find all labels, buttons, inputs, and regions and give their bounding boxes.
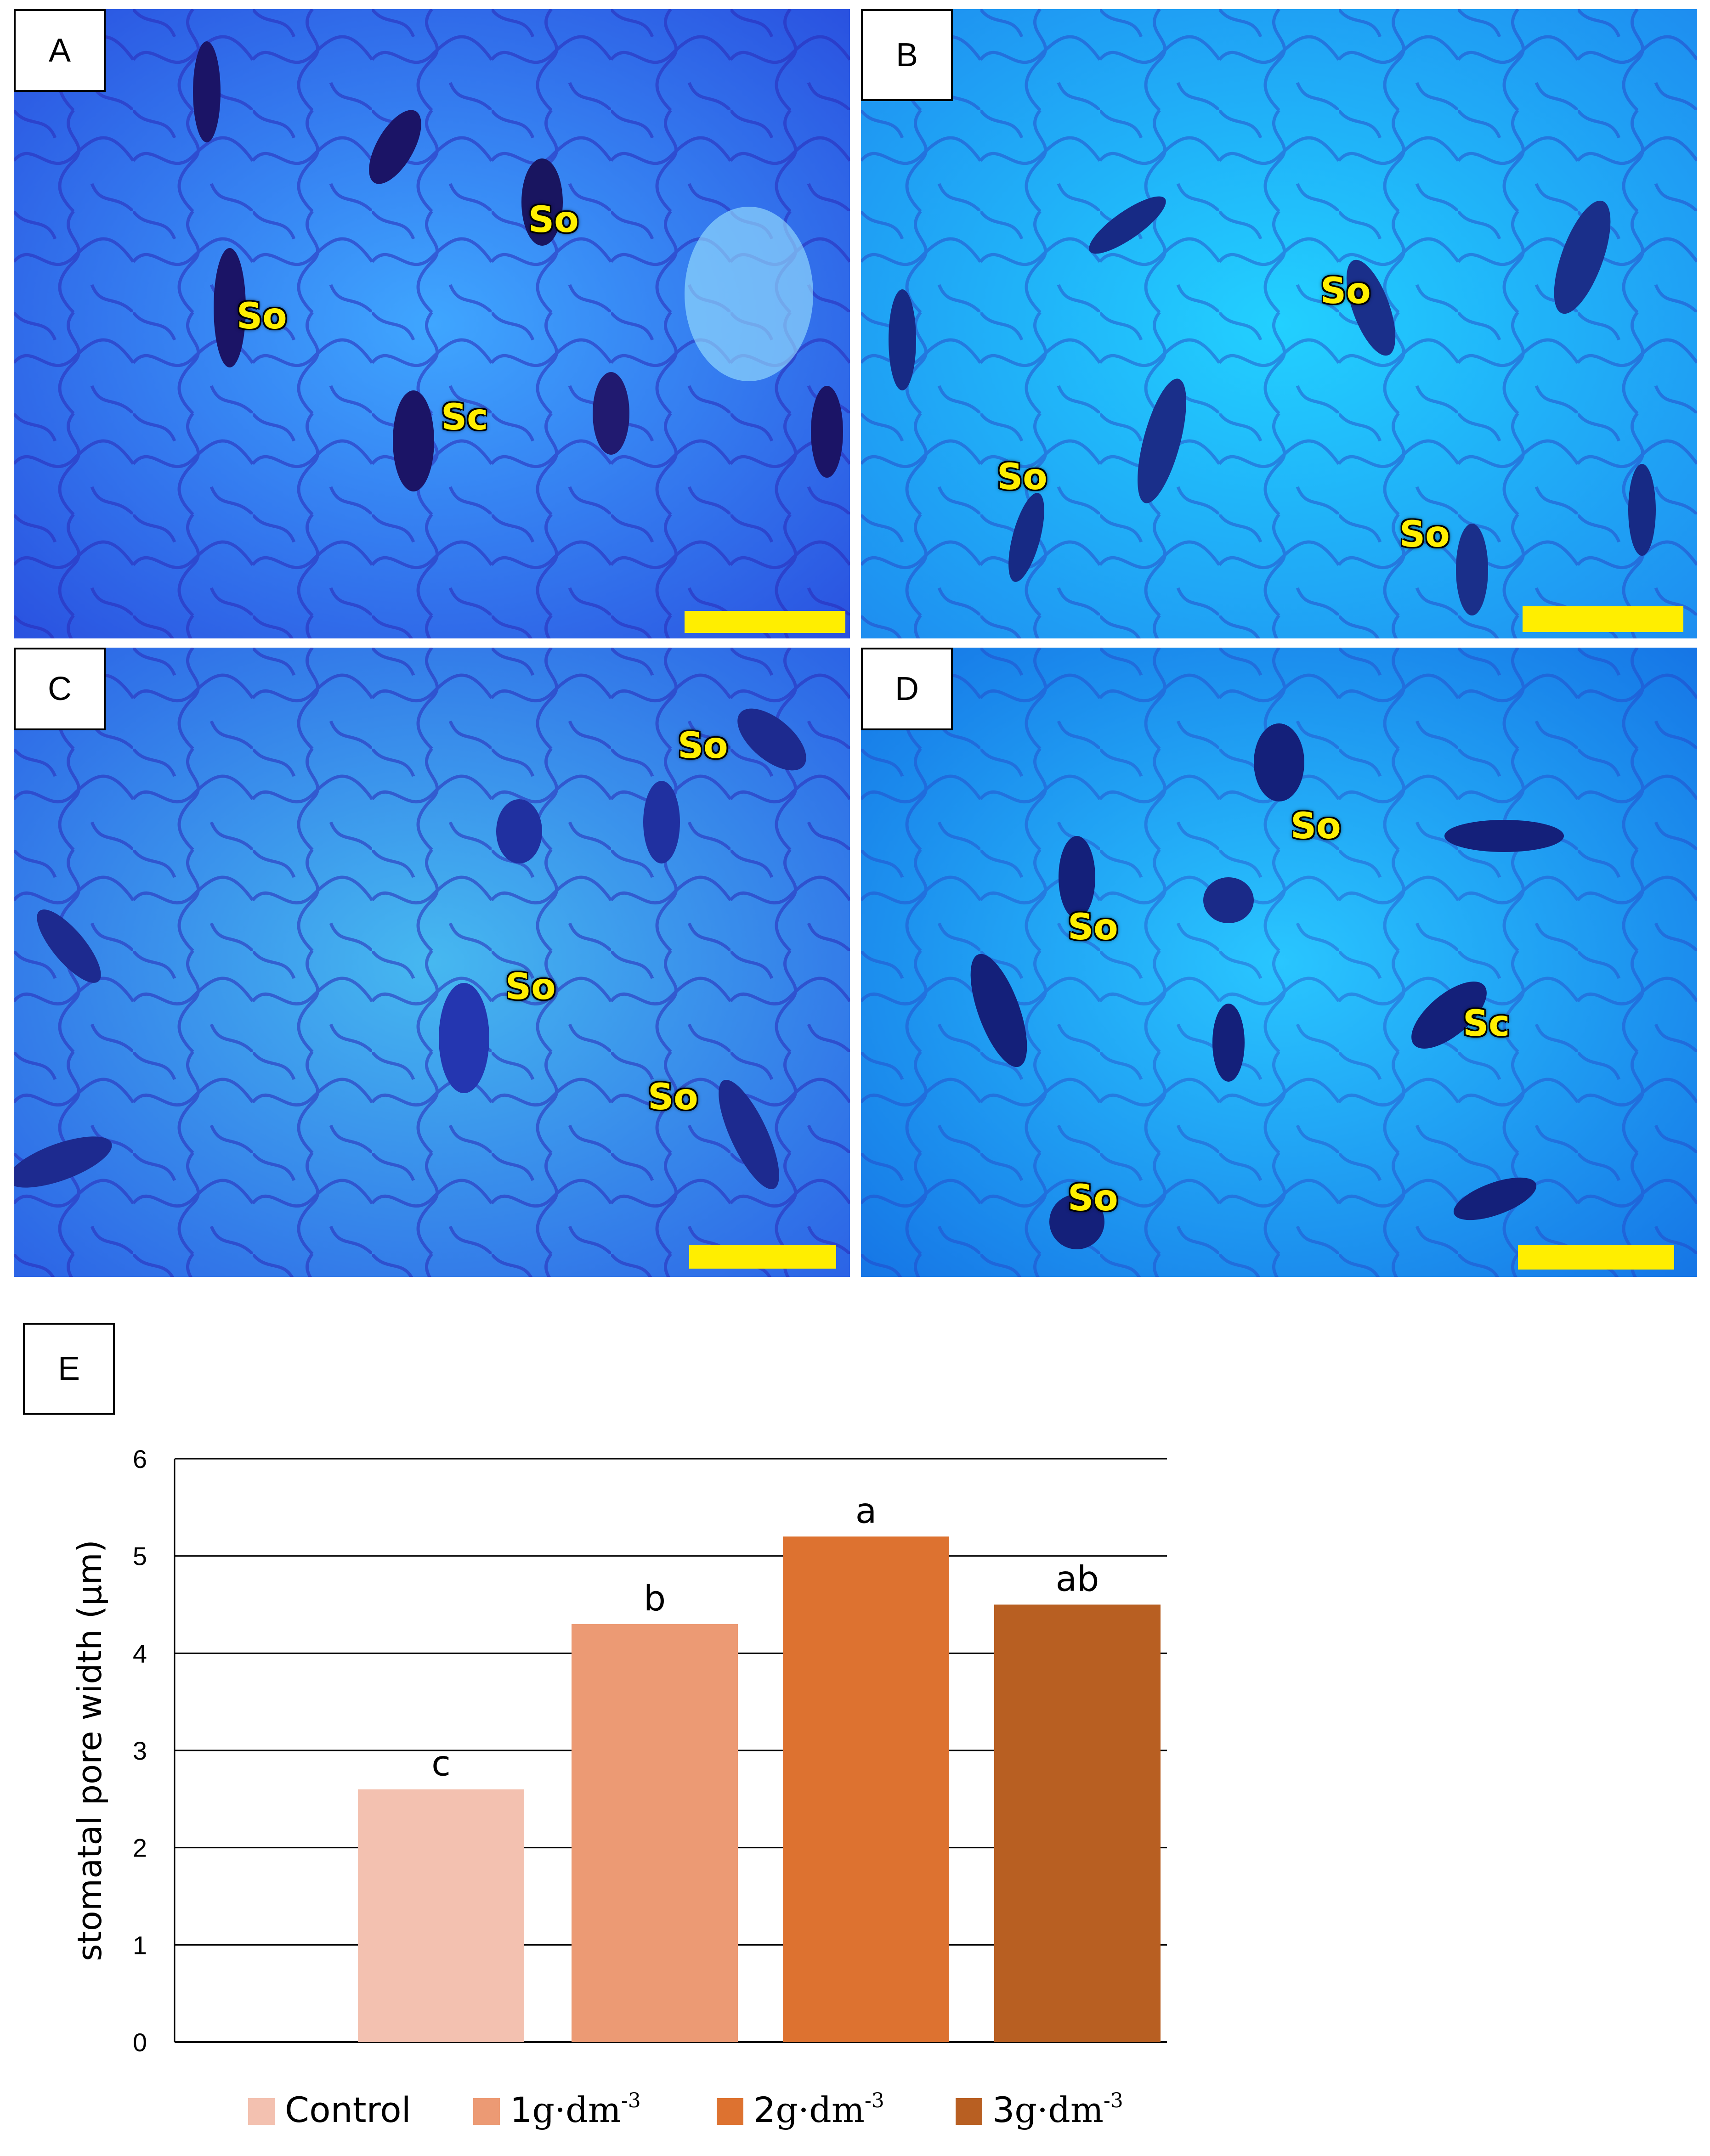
stomata-label: Sc (1463, 1003, 1510, 1044)
significance-letter: c (431, 1743, 451, 1784)
micrograph-panel-a: A So So Sc (14, 9, 850, 638)
y-tick-label: 4 (133, 1639, 147, 1668)
stomata-label: So (1068, 1178, 1118, 1219)
micrograph-image (861, 648, 1697, 1277)
stomata-label: So (648, 1077, 698, 1118)
panel-label-b: B (861, 9, 953, 101)
micrograph-image (14, 9, 850, 638)
micrograph-panel-b: B So So So (861, 9, 1697, 638)
panel-label-a: A (14, 9, 106, 92)
legend-label: 3g·dm-3 (992, 2089, 1123, 2130)
stomata-label: So (997, 457, 1048, 498)
stomata-label: So (1068, 907, 1118, 948)
significance-letter: ab (1056, 1558, 1099, 1599)
stomata-label: So (1320, 271, 1371, 312)
legend-swatch (248, 2098, 275, 2125)
micrograph-panel-d: D So So Sc So (861, 648, 1697, 1277)
y-axis-label: stomatal pore width (μm) (70, 1540, 109, 1961)
y-tick-label: 1 (133, 1930, 147, 1959)
bar (994, 1604, 1161, 2042)
y-tick-label: 0 (133, 2028, 147, 2057)
bar (783, 1536, 949, 2042)
micrograph-image (861, 9, 1697, 638)
panel-label-c: C (14, 648, 106, 730)
bar-chart: 0 1 2 3 4 5 6 stomatal pore width (μm) c b a ab Cont… (70, 1445, 1167, 2130)
legend-swatch (956, 2098, 982, 2125)
stomata-label: So (505, 966, 556, 1008)
panel-label-d: D (861, 648, 953, 730)
stomata-label: So (237, 296, 287, 337)
scale-bar (689, 1245, 836, 1269)
panel-label-e: E (23, 1323, 115, 1415)
y-tick-label: 5 (133, 1542, 147, 1571)
legend-label: 2g·dm-3 (753, 2089, 884, 2130)
legend-swatch (717, 2098, 743, 2125)
scale-bar (685, 611, 845, 633)
stomata-label: So (528, 199, 579, 241)
y-tick-label: 2 (133, 1834, 147, 1863)
stomata-label: So (678, 725, 728, 767)
stomata-label: Sc (441, 397, 488, 438)
y-tick-label: 6 (133, 1445, 147, 1473)
scale-bar (1523, 606, 1683, 632)
significance-letter: b (644, 1578, 666, 1619)
significance-letter: a (855, 1490, 877, 1531)
legend-label: Control (285, 2089, 411, 2130)
stomata-label: So (1291, 806, 1341, 847)
bar (572, 1624, 738, 2042)
scale-bar (1518, 1245, 1674, 1270)
stomata-label: So (1399, 514, 1450, 555)
micrograph-panel-c: C So So So (14, 648, 850, 1277)
micrograph-image (14, 648, 850, 1277)
legend-swatch (473, 2098, 500, 2125)
legend-label: 1g·dm-3 (510, 2089, 641, 2130)
bar (358, 1789, 524, 2042)
y-tick-label: 3 (133, 1736, 147, 1765)
